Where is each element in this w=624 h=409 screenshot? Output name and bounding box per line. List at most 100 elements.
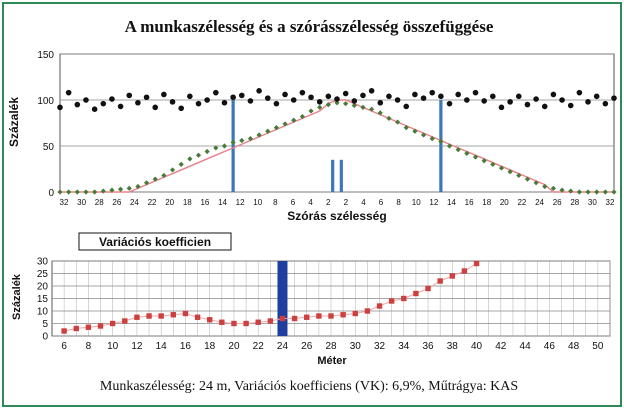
top-green-point [420,132,427,138]
top-x-tick-label: 18 [183,198,192,207]
top-black-point [238,92,245,99]
top-green-point [351,102,357,109]
top-green-point [403,125,409,131]
bottom-x-tick-label: 28 [325,341,337,352]
top-black-point [524,101,531,108]
bottom-x-tick-label: 46 [544,341,556,352]
top-bar-1 [439,100,443,192]
top-green-point [325,102,331,108]
top-x-tick-label: 20 [500,198,509,207]
bottom-square-point [194,314,201,320]
top-x-tick-label: 24 [535,198,544,207]
top-black-point [342,90,349,97]
bottom-x-tick-label: 12 [131,341,143,352]
top-green-point [429,136,435,142]
bottom-x-tick-label: 30 [350,341,362,352]
top-black-point [65,89,72,96]
bottom-square-point [473,260,480,267]
top-black-point [611,95,617,101]
top-x-tick-label: 4 [361,198,366,207]
bottom-square-point [364,308,371,314]
bottom-x-tick-label: 14 [156,341,168,352]
bottom-square-point [255,319,261,325]
top-green-point [152,176,158,182]
top-green-point [135,183,141,190]
top-x-tick-label: 6 [291,198,296,207]
bottom-x-tick-label: 36 [422,341,434,352]
bottom-square-point [243,320,249,327]
top-black-point [567,102,574,109]
top-black-point [507,99,513,105]
top-green-point [273,125,280,131]
bottom-square-point [413,290,419,297]
top-black-point [57,104,63,111]
top-green-point [178,161,184,167]
top-y-tick-label: 150 [37,50,54,61]
top-bar-3 [339,159,343,192]
top-green-point [369,106,375,112]
top-black-point [602,100,609,107]
figure-caption: Munkaszélesség: 24 m, Variációs koeffici… [100,379,518,394]
top-green-point [57,189,63,195]
top-x-tick-label: 10 [253,198,262,207]
top-green-point [213,145,219,151]
top-black-point [299,89,306,96]
top-x-tick-label: 12 [236,198,245,207]
top-black-point [490,93,496,100]
top-y-tick-label: 100 [37,96,54,107]
figure-title: A munkaszélesség és a szórásszélesség ös… [125,17,494,36]
top-x-tick-label: 6 [379,198,384,207]
bottom-highlight-bar [277,261,288,336]
bottom-x-tick-label: 10 [107,341,119,352]
top-black-point [264,95,271,101]
top-black-point [204,97,210,103]
top-green-point [455,147,461,153]
top-black-point [187,93,193,100]
top-y-tick-label: 50 [43,142,55,153]
bottom-square-point [449,273,456,279]
top-black-point [559,97,565,103]
bottom-square-point [328,313,334,319]
bottom-square-point [267,318,274,324]
top-black-point [83,97,89,103]
bottom-square-point [85,324,92,330]
top-black-point [74,101,81,108]
top-bar-2 [331,159,335,192]
top-green-point [594,189,600,195]
top-black-point [213,89,219,96]
top-black-point [377,99,384,106]
bottom-square-point [291,315,298,322]
bottom-square-point [352,310,358,317]
top-green-point [516,172,522,179]
top-green-point [343,101,349,107]
top-x-tick-label: 16 [200,198,209,207]
top-bar-0 [231,100,235,192]
top-green-point [239,137,245,144]
bottom-x-axis-label: Méter [317,355,347,367]
top-green-point [377,110,383,116]
top-black-point [152,104,159,111]
bottom-x-tick-label: 32 [374,341,386,352]
top-x-tick-label: 22 [517,198,526,207]
top-black-point [394,97,401,103]
top-green-point [542,183,548,190]
bottom-y-tick-label: 10 [37,307,49,318]
legend-box [78,232,232,251]
bottom-square-point [376,303,383,309]
top-green-point [100,188,106,194]
bottom-y-tick-label: 30 [37,257,49,268]
top-x-tick-label: 12 [429,198,438,207]
bottom-x-tick-label: 24 [277,341,289,352]
bottom-x-tick-label: 42 [495,341,507,352]
top-green-point [438,138,444,144]
bottom-square-point [461,268,468,274]
top-black-point [221,99,228,106]
top-black-point [109,96,115,102]
top-green-point [256,132,262,138]
top-x-tick-label: 18 [482,198,491,207]
top-black-point [550,91,557,98]
bottom-square-point [219,319,225,325]
top-black-point [541,103,548,110]
top-black-point [282,91,288,98]
top-black-point [420,95,427,101]
